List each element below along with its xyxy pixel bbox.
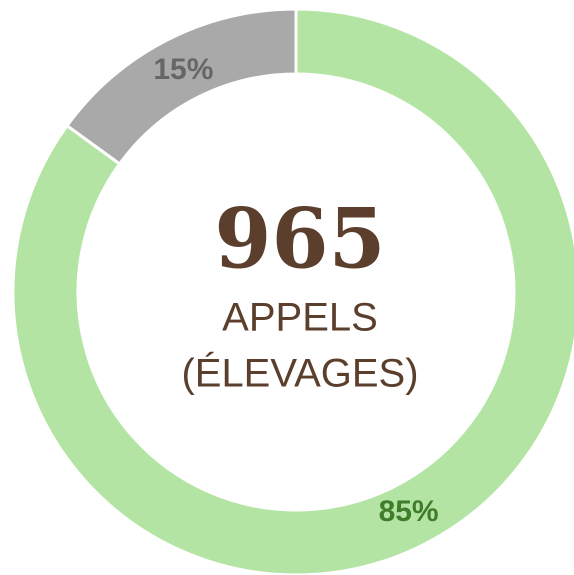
slice bbox=[11, 7, 574, 575]
slices bbox=[11, 7, 574, 575]
center-line: APPELS bbox=[222, 296, 378, 340]
slice-label: 15% bbox=[153, 53, 213, 86]
slice bbox=[64, 7, 298, 166]
center-value: 965 bbox=[214, 191, 385, 287]
slice-label: 85% bbox=[379, 495, 439, 528]
center-line: (ÉLEVAGES) bbox=[181, 351, 418, 396]
